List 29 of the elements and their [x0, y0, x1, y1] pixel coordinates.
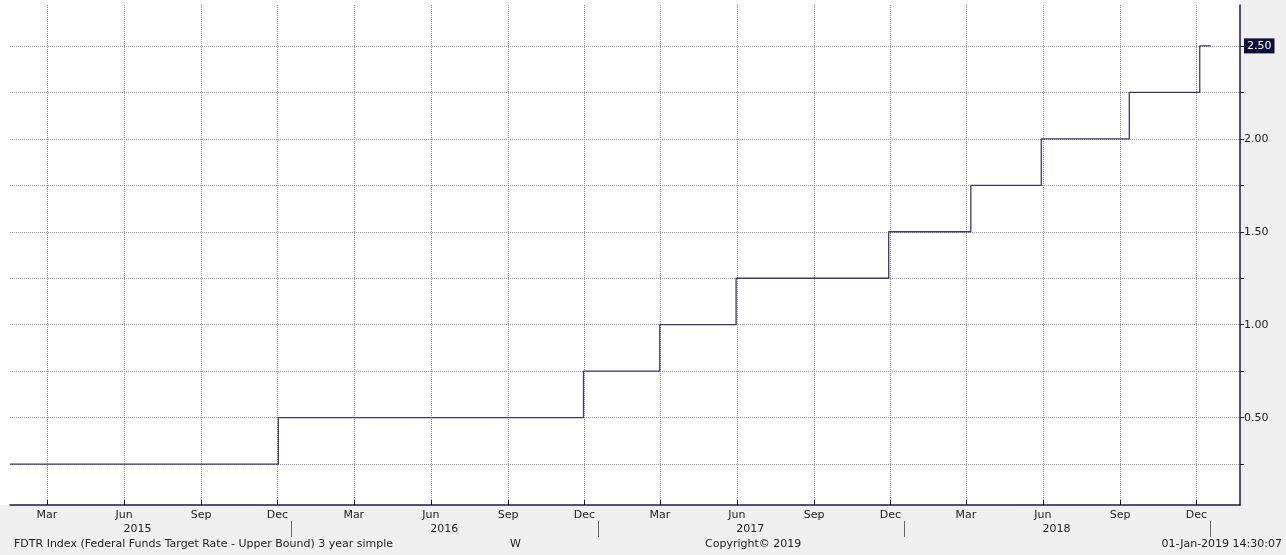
- x2-tick-label: 2018: [1042, 522, 1071, 535]
- x2-tick-label: 2017: [736, 522, 765, 535]
- x-tick-label: Dec: [879, 508, 902, 521]
- x2-tick-label: 2016: [430, 522, 459, 535]
- y-tick-label: 2.50: [1247, 39, 1272, 53]
- x-tick-label: Sep: [803, 508, 825, 521]
- x-tick-label: Jun: [727, 508, 746, 521]
- x-tick-label: Mar: [343, 508, 365, 521]
- x-tick-label: Dec: [266, 508, 289, 521]
- x-tick-label: Mar: [649, 508, 671, 521]
- text: FDTR Index (Federal Funds Target Rate - Upper Bound) 3 year simple: [14, 537, 394, 550]
- x2-tick-label: 2015: [123, 522, 152, 535]
- y-tick-label: 0.50: [1244, 411, 1269, 425]
- x-tick-label: Sep: [1109, 508, 1131, 521]
- x-tick-label: Dec: [573, 508, 595, 521]
- text: 01-Jan-2019 14:30:07: [1161, 537, 1283, 550]
- x-tick-label: Mar: [36, 508, 58, 521]
- x-tick-label: Dec: [1185, 508, 1208, 521]
- y-tick-label: 2.00: [1244, 132, 1269, 146]
- y-tick-label: 1.50: [1244, 225, 1269, 239]
- x-tick-label: Jun: [421, 508, 440, 521]
- y-tick-label: 1.00: [1244, 318, 1269, 332]
- x-tick-label: Mar: [955, 508, 977, 521]
- x-tick-label: Sep: [497, 508, 519, 521]
- text: Copyright© 2019: [705, 537, 802, 550]
- x-tick-label: Sep: [190, 508, 212, 521]
- x-tick-label: Jun: [1033, 508, 1052, 521]
- text: W: [510, 537, 521, 550]
- x-tick-label: Jun: [114, 508, 133, 521]
